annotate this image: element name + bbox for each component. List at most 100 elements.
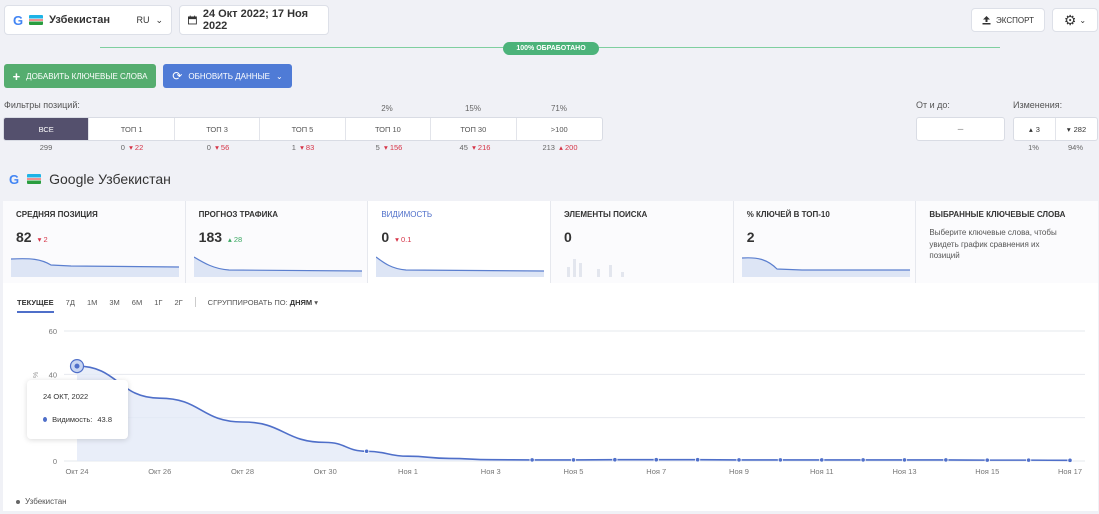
data-point — [570, 457, 577, 463]
x-tick-label: Ноя 17 — [1058, 467, 1082, 476]
y-tick-label: 40 — [49, 370, 57, 379]
metric-title: ПРОГНОЗ ТРАФИКА — [198, 210, 278, 219]
period-1y[interactable]: 1Г — [154, 297, 163, 307]
filter-all[interactable]: ВСЕ — [4, 118, 90, 140]
period-2y[interactable]: 2Г — [174, 297, 183, 307]
data-point — [364, 448, 370, 454]
metric-value: 0 — [564, 229, 572, 245]
metric-title: ВЫБРАННЫЕ КЛЮЧЕВЫЕ СЛОВА — [929, 210, 1066, 219]
range-input[interactable]: – — [916, 117, 1005, 141]
legend-dot-icon — [16, 499, 20, 504]
update-data-label: ОБНОВИТЬ ДАННЫЕ — [188, 71, 270, 81]
filter-count: 213 ▴ 200 — [542, 143, 578, 152]
tooltip-date: 24 ОКТ, 2022 — [43, 392, 89, 401]
chart-panel: ТЕКУЩЕЕ 7Д 1М 3М 6М 1Г 2Г СГРУППИРОВАТЬ … — [3, 283, 1098, 511]
filter-count: 45 ▾ 216 — [459, 143, 491, 152]
sparkline — [193, 256, 362, 277]
settings-button[interactable]: ⚙ ⌄ — [1052, 8, 1098, 32]
arrow-down-icon: ▾ — [1066, 124, 1071, 134]
region-name: Узбекистан — [49, 14, 111, 26]
metric-value: 0 ▾ 0.1 — [381, 229, 412, 245]
data-point — [612, 457, 618, 463]
filter-count: 299 — [39, 143, 53, 152]
chevron-down-icon: ⌄ — [1079, 15, 1087, 25]
chart-tooltip: 24 ОКТ, 2022 Видимость: 43.8 — [27, 380, 128, 439]
changes-filter: ▴ 3 ▾ 282 — [1013, 117, 1098, 141]
google-logo-icon: G — [9, 171, 20, 187]
filter-percent: 15% — [464, 104, 481, 113]
period-1m[interactable]: 1М — [86, 297, 98, 307]
filter-count: 0 ▾ 22 — [120, 143, 144, 152]
data-point — [529, 457, 535, 463]
metric-change: ▴ 28 — [228, 235, 243, 244]
period-3m[interactable]: 3М — [109, 297, 120, 307]
chevron-down-icon: ⌄ — [155, 14, 163, 25]
date-range-picker[interactable]: 24 Окт 2022; 17 Ноя 2022 — [179, 5, 329, 35]
period-current[interactable]: ТЕКУЩЕЕ — [17, 298, 54, 313]
filter-top30[interactable]: ТОП 30 — [431, 118, 517, 140]
sparkline — [376, 256, 545, 277]
data-point — [943, 457, 949, 463]
y-tick-label: 0 — [53, 457, 57, 466]
filter-count: 5 ▾ 156 — [375, 143, 403, 152]
changes-percent: 1% — [1028, 143, 1039, 152]
period-7d[interactable]: 7Д — [65, 297, 75, 307]
data-point — [695, 457, 701, 463]
uzbekistan-flag-icon — [27, 174, 42, 184]
x-tick-label: Ноя 13 — [892, 467, 916, 476]
data-point — [653, 457, 659, 463]
data-point — [901, 457, 908, 463]
x-tick-label: Ноя 9 — [729, 467, 749, 476]
sparkline — [11, 258, 179, 277]
calendar-icon — [188, 15, 197, 25]
metric-traffic-forecast[interactable]: ПРОГНОЗ ТРАФИКА 183 ▴ 28 — [185, 201, 369, 283]
range-label: От и до: — [916, 100, 950, 110]
filter-top5[interactable]: ТОП 5 — [260, 118, 346, 140]
google-logo-icon: G — [13, 12, 24, 28]
series-area — [77, 366, 1070, 461]
data-point — [736, 457, 742, 463]
filter-top1[interactable]: ТОП 1 — [89, 118, 175, 140]
filter-top10[interactable]: ТОП 10 — [346, 118, 432, 140]
tooltip-series: Видимость: — [52, 415, 93, 424]
y-axis-label: % — [33, 372, 40, 378]
x-tick-label: Окт 24 — [65, 467, 88, 476]
highlighted-point-center — [74, 363, 80, 369]
progress-badge: 100% ОБРАБОТАНО — [503, 42, 599, 55]
period-6m[interactable]: 6М — [131, 297, 143, 307]
x-tick-label: Ноя 5 — [564, 467, 584, 476]
metric-average-position[interactable]: СРЕДНЯЯ ПОЗИЦИЯ 82 ▾ 2 — [3, 201, 186, 283]
filter-over100[interactable]: >100 — [550, 124, 568, 134]
x-tick-label: Ноя 3 — [481, 467, 501, 476]
x-tick-label: Окт 26 — [148, 467, 171, 476]
add-keywords-label: ДОБАВИТЬ КЛЮЧЕВЫЕ СЛОВА — [26, 71, 148, 81]
metric-visibility[interactable]: ВИДИМОСТЬ 0 ▾ 0.1 — [368, 201, 552, 283]
region-selector[interactable]: G Узбекистан RU ⌄ — [4, 5, 172, 35]
metric-change: ▾ 2 — [37, 235, 48, 244]
add-keywords-button[interactable]: + ДОБАВИТЬ КЛЮЧЕВЫЕ СЛОВА — [4, 64, 156, 88]
export-button[interactable]: ЭКСПОРТ — [971, 8, 1045, 32]
filter-top3[interactable]: ТОП 3 — [175, 118, 261, 140]
metric-top10-percent[interactable]: % КЛЮЧЕЙ В ТОП-10 2 — [733, 201, 917, 283]
filter-percent: 71% — [550, 104, 567, 113]
metric-change: ▾ 0.1 — [395, 235, 412, 244]
group-by-selector[interactable]: СГРУППИРОВАТЬ ПО: ДНЯМ ▾ — [207, 297, 319, 307]
x-tick-label: Ноя 1 — [398, 467, 418, 476]
update-data-button[interactable]: ⟳ ОБНОВИТЬ ДАННЫЕ ⌄ — [163, 64, 292, 88]
metric-search-elements[interactable]: ЭЛЕМЕНТЫ ПОИСКА 0 — [551, 201, 734, 283]
y-tick-label: 60 — [49, 327, 57, 336]
changes-down-button[interactable]: ▾ 282 — [1066, 124, 1087, 134]
position-filters: ВСЕ ТОП 1 ТОП 3 ТОП 5 ТОП 10 ТОП 30 >100 — [3, 117, 603, 141]
changes-label: Изменения: — [1013, 100, 1063, 110]
arrow-up-icon: ▴ — [1029, 124, 1033, 134]
x-tick-label: Ноя 11 — [810, 467, 834, 476]
filter-count: 0 ▾ 56 — [206, 143, 230, 152]
data-point — [819, 457, 825, 463]
changes-up-button[interactable]: ▴ 3 — [1014, 118, 1056, 140]
filter-percent: 2% — [381, 104, 393, 113]
chart-legend[interactable]: Узбекистан — [16, 497, 67, 506]
filter-count: 1 ▾ 83 — [291, 143, 315, 152]
range-separator: – — [957, 123, 964, 135]
divider — [194, 297, 196, 307]
engine-title: G Google Узбекистан — [9, 171, 171, 187]
